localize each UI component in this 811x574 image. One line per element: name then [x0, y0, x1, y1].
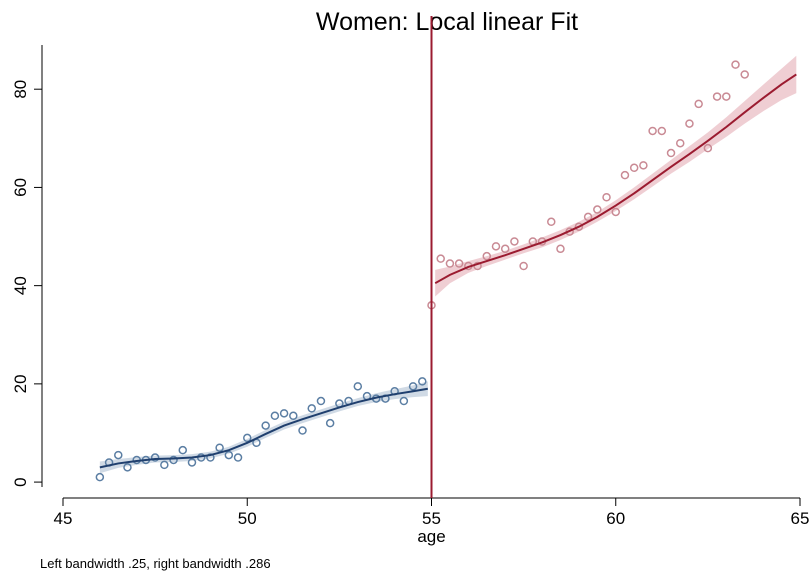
right-data-point: [620, 170, 630, 180]
y-tick-label: 20: [11, 374, 30, 393]
right-data-point: [722, 92, 731, 101]
chart-title: Women: Local linear Fit: [316, 8, 578, 36]
left-data-point: [289, 411, 298, 421]
right-data-point: [629, 163, 639, 173]
left-data-point: [224, 450, 234, 460]
left-data-point: [178, 445, 188, 455]
right-data-point: [712, 92, 722, 101]
right-data-point: [666, 148, 676, 158]
right-data-point: [547, 217, 556, 227]
left-data-point: [160, 460, 169, 470]
left-data-point: [206, 453, 215, 462]
right-data-point: [694, 99, 703, 109]
left-data-point: [353, 382, 363, 391]
right-data-point: [740, 70, 749, 79]
left-data-point: [270, 411, 280, 421]
right-data-point: [657, 126, 667, 136]
y-tick-label: 0: [11, 477, 30, 486]
right-data-point: [556, 244, 565, 254]
right-data-point: [593, 205, 602, 214]
y-tick-label: 80: [11, 80, 30, 99]
right-data-point: [519, 261, 528, 271]
x-tick-label: 50: [238, 509, 257, 528]
left-data-point: [399, 396, 409, 406]
plot-area: 0 20 40 60 80 45 50 55 60 65: [11, 16, 809, 528]
left-data-point: [169, 455, 178, 465]
x-tick-label: 65: [791, 509, 810, 528]
x-tick-label: 60: [606, 509, 625, 528]
left-data-point: [261, 421, 270, 430]
right-data-point: [685, 119, 694, 128]
right-data-point: [639, 161, 648, 170]
right-data-point: [482, 251, 492, 261]
left-data-point: [325, 418, 335, 428]
left-data-point: [243, 433, 252, 443]
x-tick-label: 45: [54, 509, 73, 528]
x-tick-label: 55: [422, 509, 441, 528]
right-data-point: [731, 60, 740, 69]
right-data-point: [510, 237, 519, 246]
right-data-point: [648, 126, 657, 136]
left-data-point: [418, 377, 427, 386]
left-data-point: [316, 396, 326, 406]
right-data-point: [602, 192, 611, 202]
y-tick-label: 40: [11, 276, 30, 295]
left-data-point: [408, 382, 418, 391]
right-data-point: [675, 138, 685, 148]
left-data-point: [114, 450, 123, 460]
x-axis-label: age: [417, 527, 445, 546]
right-data-point: [454, 259, 464, 268]
left-data-point: [215, 443, 224, 452]
right-data-point: [500, 244, 510, 254]
right-fit-line: [434, 73, 797, 285]
right-data-point: [611, 207, 620, 217]
left-data-point: [95, 472, 105, 482]
chart-note: Left bandwidth .25, right bandwidth .286: [40, 556, 271, 571]
right-data-point: [703, 143, 713, 153]
left-data-point: [187, 458, 197, 467]
right-data-point: [583, 212, 593, 222]
left-data-point: [123, 463, 132, 472]
right-data-point: [436, 254, 445, 263]
left-data-point: [233, 453, 243, 462]
right-data-point: [574, 222, 584, 231]
left-data-point: [150, 453, 160, 462]
left-fit-line: [99, 387, 428, 469]
left-data-point: [298, 426, 307, 435]
left-confidence-band: [99, 381, 428, 474]
y-tick-label: 60: [11, 178, 30, 197]
right-data-point: [491, 242, 501, 251]
left-data-point: [307, 404, 316, 413]
left-data-point: [279, 409, 289, 418]
right-data-point: [445, 259, 455, 268]
